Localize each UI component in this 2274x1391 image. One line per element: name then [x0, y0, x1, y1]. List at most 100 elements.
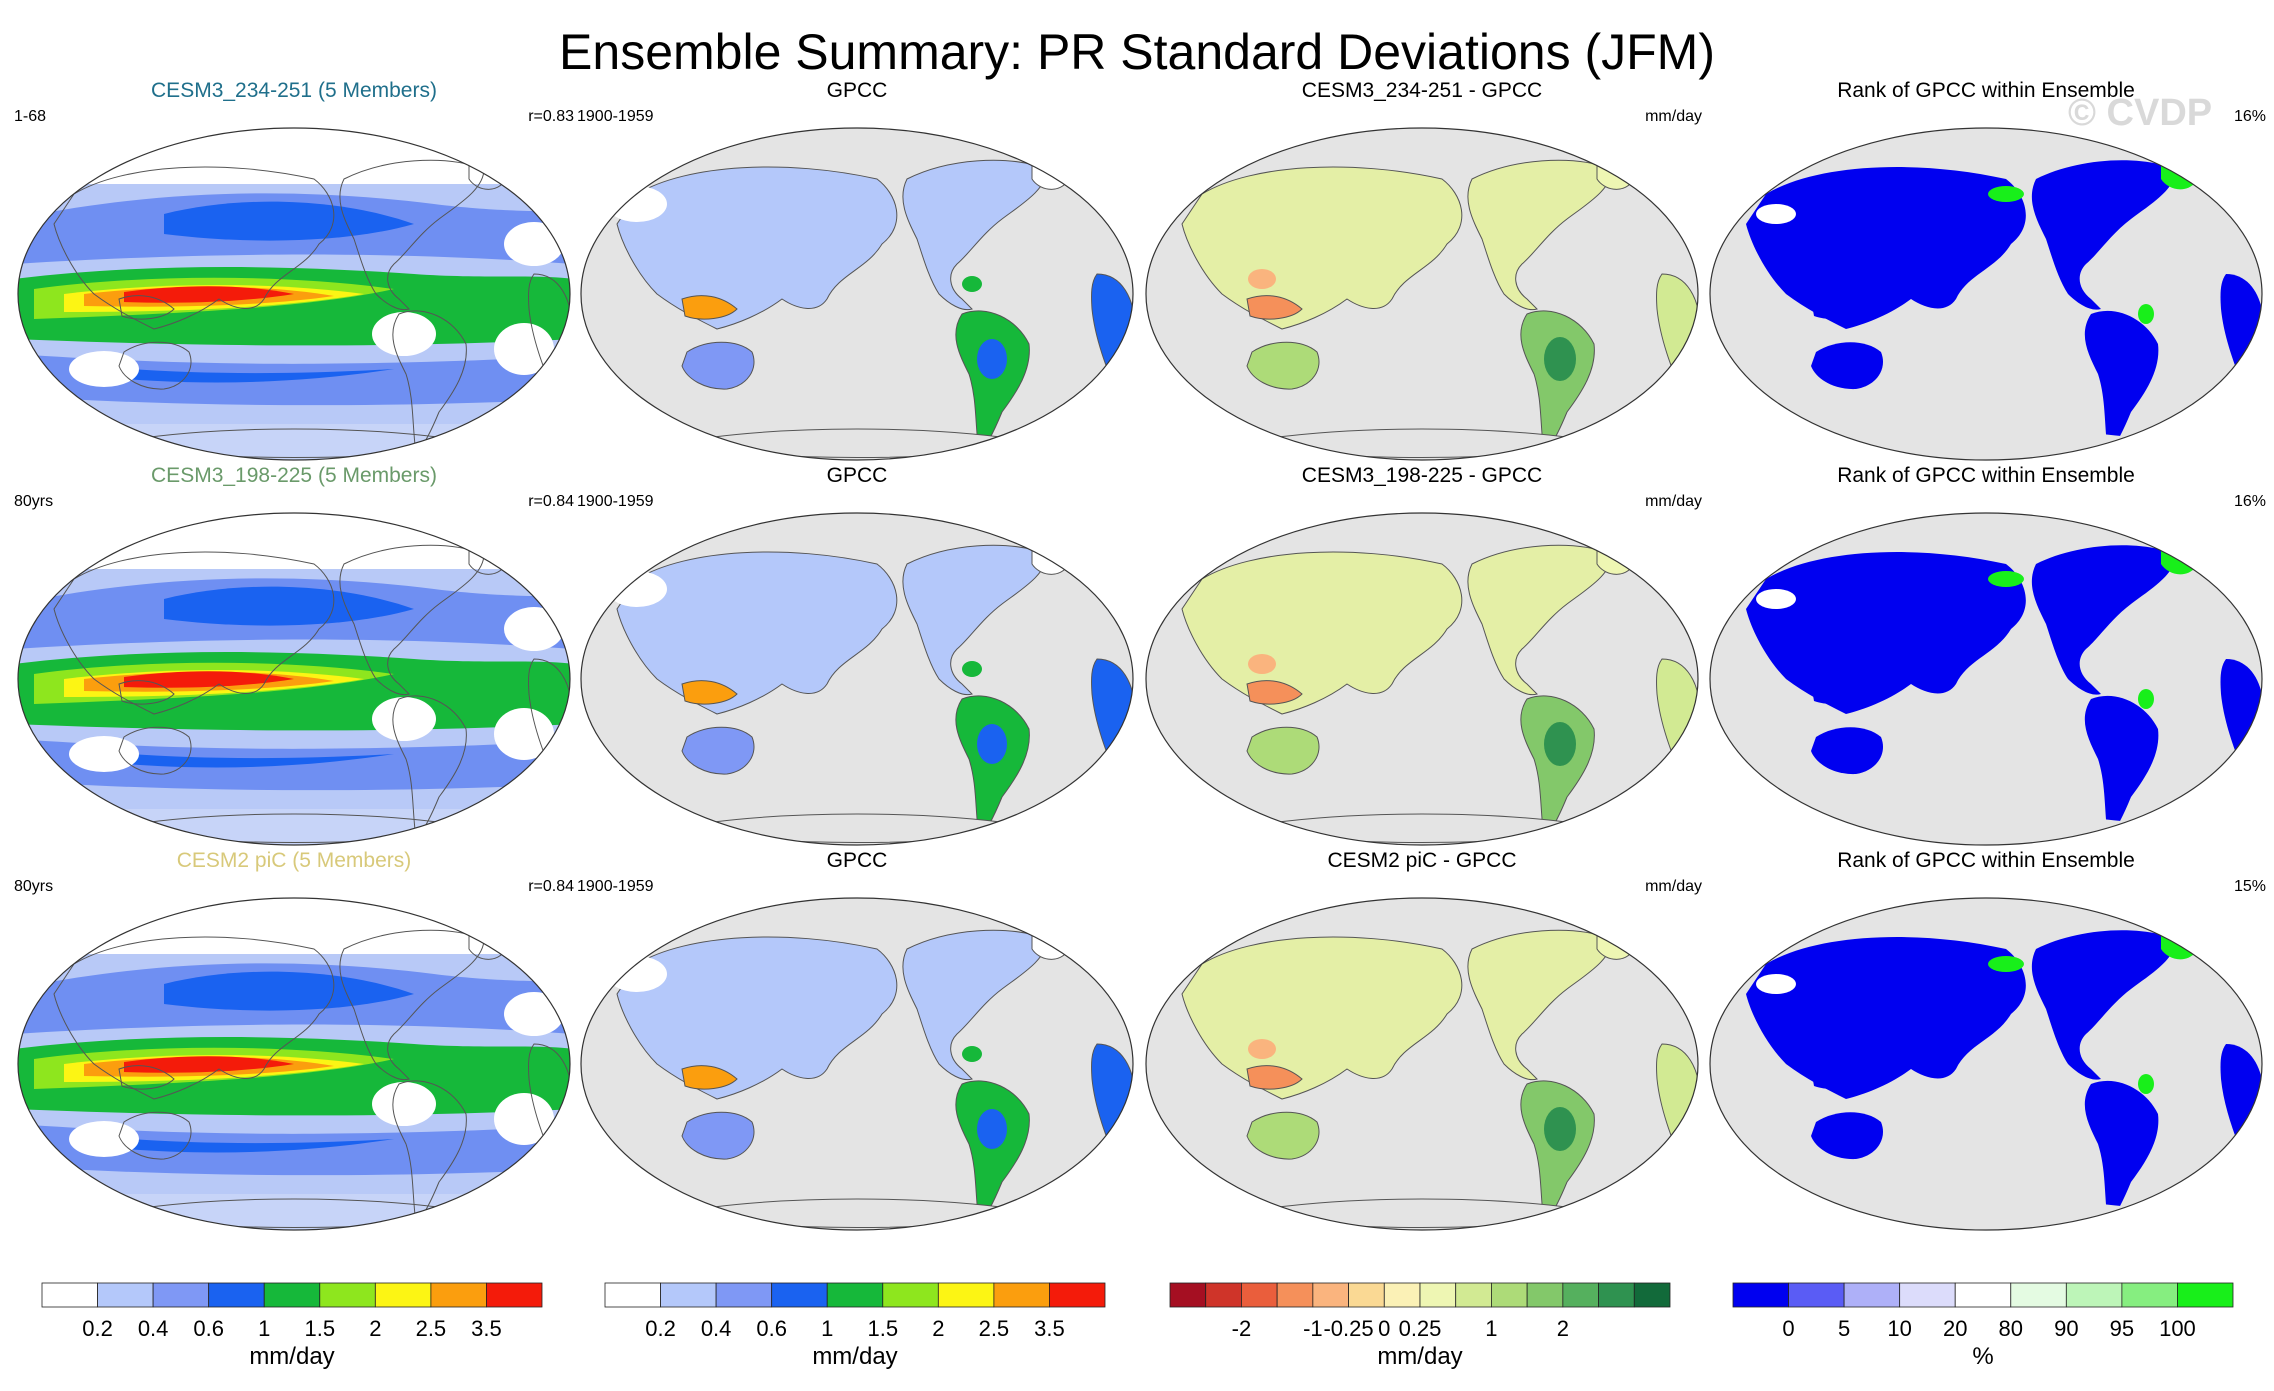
colorbar-tick-label: 2: [369, 1316, 381, 1341]
sa-landmass: [392, 310, 467, 456]
map-border: [580, 127, 1134, 461]
nh-storm-core: [164, 586, 414, 626]
colorbar-tick-label: 0.25: [1399, 1316, 1442, 1341]
colorbar-swatch: [1899, 1282, 1956, 1308]
colorbar-swatch: [1843, 1282, 1901, 1308]
colorbar-swatch: [1312, 1282, 1349, 1308]
map-plot: [580, 512, 1134, 846]
map-border: [1709, 897, 2263, 1231]
panel-right-note: r=0.84: [528, 493, 574, 510]
rank-high-patch: [1988, 956, 2024, 972]
sh-storm-core: [74, 364, 394, 383]
colorbar-tick-label: 0.2: [82, 1316, 113, 1341]
panel-obs-row2: GPCC 1900-1959: [577, 463, 1137, 848]
panel-title: GPCC: [826, 464, 888, 487]
colorbar-tick-label: -0.25: [1323, 1316, 1373, 1341]
colorbar-swatch: [937, 1282, 995, 1308]
colorbar-swatch: [374, 1282, 432, 1308]
colorbar-tick-label: 2: [1557, 1316, 1569, 1341]
colorbar-swatch: [604, 1282, 661, 1308]
itcz-red: [124, 671, 294, 688]
map-border: [1145, 897, 1699, 1231]
amazon-core: [977, 339, 1007, 379]
colorbar-swatch: [1788, 1282, 1845, 1308]
colorbar-swatch: [1348, 1282, 1385, 1308]
sa-landmass: [2084, 1080, 2159, 1224]
central-america: [962, 1046, 982, 1062]
panel-title: Rank of GPCC within Ensemble: [1837, 849, 2135, 872]
panel-right-note: 16%: [2233, 493, 2266, 510]
aus-landmass: [1246, 1111, 1320, 1160]
panel-left-note: 1900-1959: [577, 878, 654, 895]
map-border: [17, 512, 571, 846]
map-plot: [1709, 127, 2263, 461]
colorbar-swatch: [1633, 1282, 1671, 1308]
panel-obs-row1: GPCC 1900-1959: [577, 78, 1137, 463]
indo-landmass: [118, 295, 175, 320]
asia-dry-bias: [1248, 1039, 1276, 1059]
indo-landmass: [118, 680, 175, 705]
colorbar-svg: 0.2 0.4 0.6 1 1.5 2 2.5 3.5: [604, 1282, 1106, 1341]
rank-high-patch: [1988, 186, 2024, 202]
colorbar-units-label: mm/day: [249, 1343, 335, 1370]
colorbar-tick-label: 1: [821, 1316, 833, 1341]
colorbar-swatch: [1526, 1282, 1564, 1308]
dry-zone-se-pacific: [372, 1082, 436, 1126]
colorbar-swatch: [1276, 1282, 1314, 1308]
colorbar-swatch: [263, 1282, 321, 1308]
colorbar-swatch: [1562, 1282, 1599, 1308]
na-landmass: [2031, 160, 2176, 310]
panel-obs-row3: GPCC 1900-1959: [577, 848, 1137, 1233]
colorbar-units-label: %: [1972, 1343, 1994, 1370]
panel-title: CESM3_234-251 (5 Members): [151, 79, 437, 102]
asia-landmass: [1181, 936, 1463, 1100]
amazon-core: [977, 724, 1007, 764]
asia-landmass: [1746, 167, 2026, 329]
dry-zone-sw-pacific: [69, 351, 139, 387]
colorbar-tick-label: 0.2: [645, 1316, 676, 1341]
colorbar-swatch: [1383, 1282, 1421, 1308]
figure-title: Ensemble Summary: PR Standard Deviations…: [559, 24, 1715, 80]
panel-left-note: 1900-1959: [577, 493, 654, 510]
aus-landmass: [1246, 341, 1320, 390]
panel-title: CESM3_198-225 - GPCC: [1301, 464, 1543, 487]
colorbar-1: 0.2 0.4 0.6 1 1.5 2 2.5 3.5 mm/day: [41, 1280, 543, 1380]
map-plot: [1145, 127, 1699, 461]
colorbar-swatch: [826, 1282, 884, 1308]
colorbar-tick-label: -2: [1232, 1316, 1252, 1341]
map-plot: [17, 512, 571, 846]
panel-diff-row3: CESM2 piC - GPCC mm/day: [1142, 848, 1702, 1233]
colorbar-tick-label: 1: [258, 1316, 270, 1341]
colorbar-swatch: [2010, 1282, 2067, 1308]
colorbar-swatch: [152, 1282, 210, 1308]
asia-landmass: [616, 166, 898, 330]
map-plot: [17, 897, 571, 1231]
nh-storm-core: [164, 971, 414, 1011]
panel-model-row2: CESM3_198-225 (5 Members) 80yrs r=0.84: [14, 463, 574, 848]
indo-landmass: [681, 680, 738, 705]
map-border: [580, 897, 1134, 1231]
nh-storm-core: [164, 201, 414, 241]
itcz-red: [124, 286, 294, 303]
dry-zone-sw-pacific: [69, 736, 139, 772]
panel-diff-row2: CESM3_198-225 - GPCC mm/day: [1142, 463, 1702, 848]
indo-landmass: [118, 1065, 175, 1090]
panel-title: CESM2 piC - GPCC: [1327, 849, 1517, 872]
map-border: [1709, 512, 2263, 846]
dry-zone-n-africa: [504, 222, 564, 266]
rank-high-patch: [2138, 689, 2154, 709]
indo-landmass: [1811, 295, 1866, 320]
panel-title: CESM3_198-225 (5 Members): [151, 464, 437, 487]
dry-siberia: [607, 571, 667, 607]
map-plot: [1145, 897, 1699, 1231]
colorbar-tick-label: 0.4: [138, 1316, 169, 1341]
colorbar-swatch: [660, 1282, 717, 1308]
colorbar-swatch: [1491, 1282, 1528, 1308]
panel-rank-row1: Rank of GPCC within Ensemble 16%: [1706, 78, 2266, 463]
rank-mid-patch: [1756, 204, 1796, 224]
aus-landmass: [1246, 726, 1320, 775]
colorbar-tick-label: 2: [932, 1316, 944, 1341]
colorbar-units-label: mm/day: [1377, 1343, 1463, 1370]
aus-landmass: [118, 726, 192, 775]
colorbar-tick-label: 2.5: [416, 1316, 447, 1341]
